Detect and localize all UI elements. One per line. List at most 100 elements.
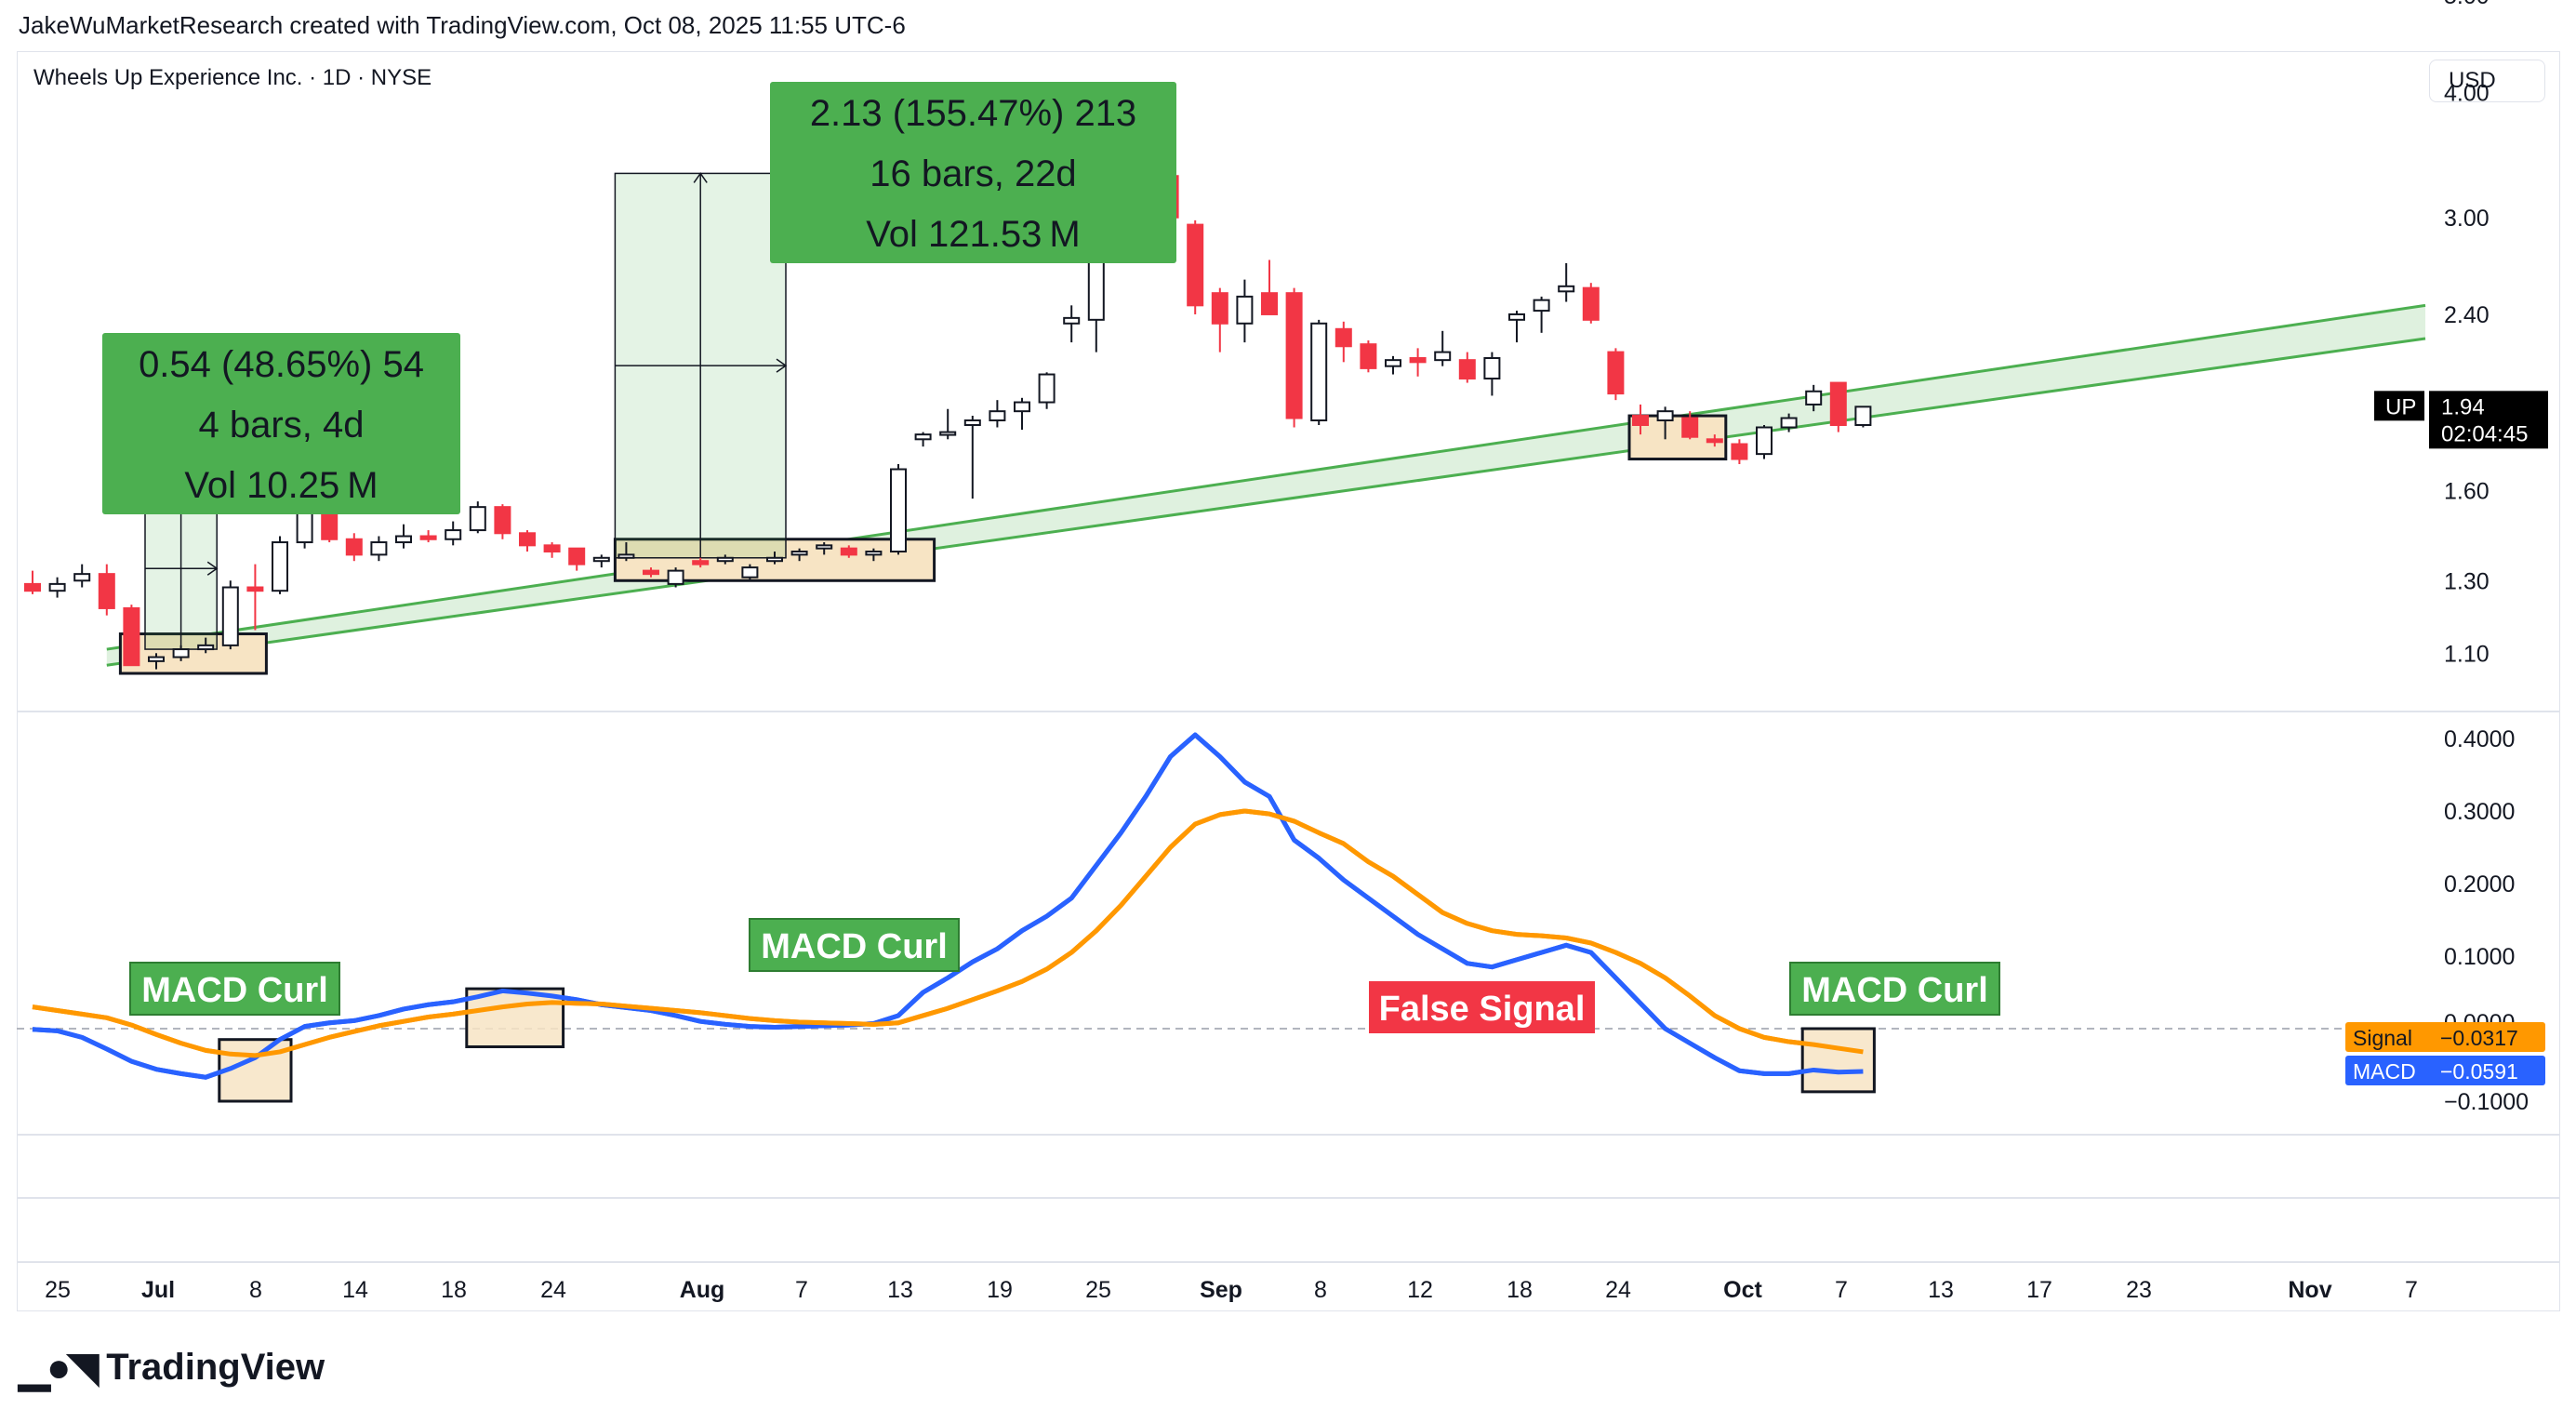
candle[interactable]: [543, 542, 561, 558]
candle[interactable]: [1681, 411, 1699, 440]
signal-value-badge[interactable]: [2345, 1022, 2545, 1052]
candle[interactable]: [766, 552, 783, 565]
candle[interactable]: [914, 432, 932, 447]
candle-body: [939, 431, 957, 436]
candle[interactable]: [1014, 397, 1030, 431]
candle[interactable]: [1434, 330, 1452, 366]
candle[interactable]: [395, 524, 412, 549]
candle-body: [370, 541, 388, 556]
candle-body: [1483, 357, 1501, 380]
candle[interactable]: [148, 653, 165, 670]
candle[interactable]: [73, 564, 91, 588]
candle[interactable]: [445, 521, 462, 546]
candle[interactable]: [939, 408, 957, 440]
candle[interactable]: [667, 567, 684, 588]
candle[interactable]: [321, 510, 339, 543]
candle[interactable]: [1582, 283, 1600, 324]
candle[interactable]: [716, 554, 734, 565]
macd-axis[interactable]: 0.40000.30000.20000.1000−0.10000.0000Sig…: [2345, 726, 2545, 1115]
time-tick-label: 24: [540, 1277, 566, 1303]
candle[interactable]: [963, 416, 981, 499]
candle[interactable]: [692, 557, 710, 568]
candle[interactable]: [1310, 319, 1328, 425]
candle[interactable]: [617, 542, 635, 562]
candle-body: [1681, 417, 1699, 438]
candle[interactable]: [1211, 287, 1228, 352]
candle[interactable]: [1805, 384, 1823, 412]
candle[interactable]: [272, 536, 288, 594]
candle-body: [272, 541, 288, 592]
candle[interactable]: [1458, 352, 1476, 383]
candle[interactable]: [48, 577, 66, 598]
candle[interactable]: [790, 548, 808, 562]
candle[interactable]: [840, 545, 857, 558]
candle[interactable]: [494, 504, 511, 539]
candle[interactable]: [1334, 321, 1352, 363]
bar-countdown: 02:04:45: [2441, 421, 2528, 446]
candle[interactable]: [246, 564, 264, 631]
candle[interactable]: [989, 400, 1006, 428]
candle[interactable]: [1829, 381, 1847, 432]
candle[interactable]: [1656, 406, 1674, 440]
macd-value-badge[interactable]: [2345, 1056, 2545, 1085]
candle[interactable]: [1285, 287, 1303, 428]
candle-body: [766, 556, 783, 563]
candle[interactable]: [172, 645, 190, 661]
candle[interactable]: [1533, 296, 1550, 333]
currency-selector[interactable]: USD: [2429, 60, 2545, 102]
last-price-badge[interactable]: [2429, 391, 2548, 449]
attribution-text: JakeWuMarketResearch created with Tradin…: [19, 11, 906, 39]
candle[interactable]: [221, 580, 239, 650]
candle[interactable]: [741, 564, 759, 581]
candle[interactable]: [1483, 352, 1501, 396]
candle[interactable]: [519, 530, 536, 552]
candle[interactable]: [1385, 355, 1401, 375]
candle[interactable]: [816, 542, 833, 555]
chart-frame[interactable]: [17, 51, 2560, 1311]
time-axis[interactable]: 25 Jul 8 14 18 24 Aug 7 13 19 25 Sep 8 12 18 24 Oct 7 13 17…: [45, 1277, 2418, 1303]
candle[interactable]: [419, 530, 437, 543]
candle[interactable]: [1731, 439, 1748, 464]
candle[interactable]: [370, 536, 388, 562]
symbol-title[interactable]: Wheels Up Experience Inc. · 1D · NYSE: [33, 65, 432, 90]
candle[interactable]: [1508, 311, 1525, 343]
candle-body: [1731, 443, 1748, 460]
candles[interactable]: [24, 163, 1872, 670]
candle[interactable]: [345, 533, 363, 562]
price-tick-label: 1.10: [2444, 641, 2490, 667]
candle[interactable]: [890, 463, 907, 555]
candle[interactable]: [1756, 424, 1773, 459]
candle[interactable]: [1236, 279, 1254, 343]
candle[interactable]: [1706, 434, 1723, 447]
candle[interactable]: [1607, 348, 1625, 401]
macd-annotation-box: [129, 962, 340, 1016]
candle[interactable]: [24, 570, 41, 594]
candle[interactable]: [1038, 372, 1056, 409]
measure-label-2: 2.13 (155.47%) 213 16 bars, 22d Vol 121.53…: [770, 82, 1176, 263]
candle[interactable]: [568, 547, 586, 571]
candle[interactable]: [592, 554, 610, 568]
candle-body: [48, 582, 66, 592]
time-tick-label: Sep: [1200, 1277, 1242, 1303]
candle[interactable]: [1063, 305, 1081, 343]
candle[interactable]: [1409, 348, 1427, 377]
chart-svg[interactable]: 5.004.003.002.401.601.301.10UP1.9402:04:…: [0, 0, 2576, 1321]
candle[interactable]: [865, 548, 883, 562]
up-badge[interactable]: [2374, 391, 2424, 421]
candle[interactable]: [1261, 259, 1278, 315]
candle[interactable]: [197, 637, 215, 654]
tradingview-logo[interactable]: ▁●◥ TradingView: [19, 1344, 325, 1391]
candle[interactable]: [1360, 340, 1377, 373]
candle[interactable]: [643, 567, 659, 578]
candle[interactable]: [1187, 219, 1204, 314]
candle[interactable]: [123, 605, 140, 667]
channel-lower-line: [106, 337, 2426, 667]
candle[interactable]: [469, 501, 486, 534]
time-tick-label: 14: [342, 1277, 368, 1303]
candle[interactable]: [1854, 406, 1872, 428]
candle[interactable]: [98, 564, 115, 616]
candle[interactable]: [1780, 413, 1798, 432]
candle[interactable]: [1558, 262, 1575, 302]
candle[interactable]: [1632, 404, 1649, 435]
price-axis[interactable]: 5.004.003.002.401.601.301.10UP1.9402:04:…: [2374, 0, 2548, 667]
